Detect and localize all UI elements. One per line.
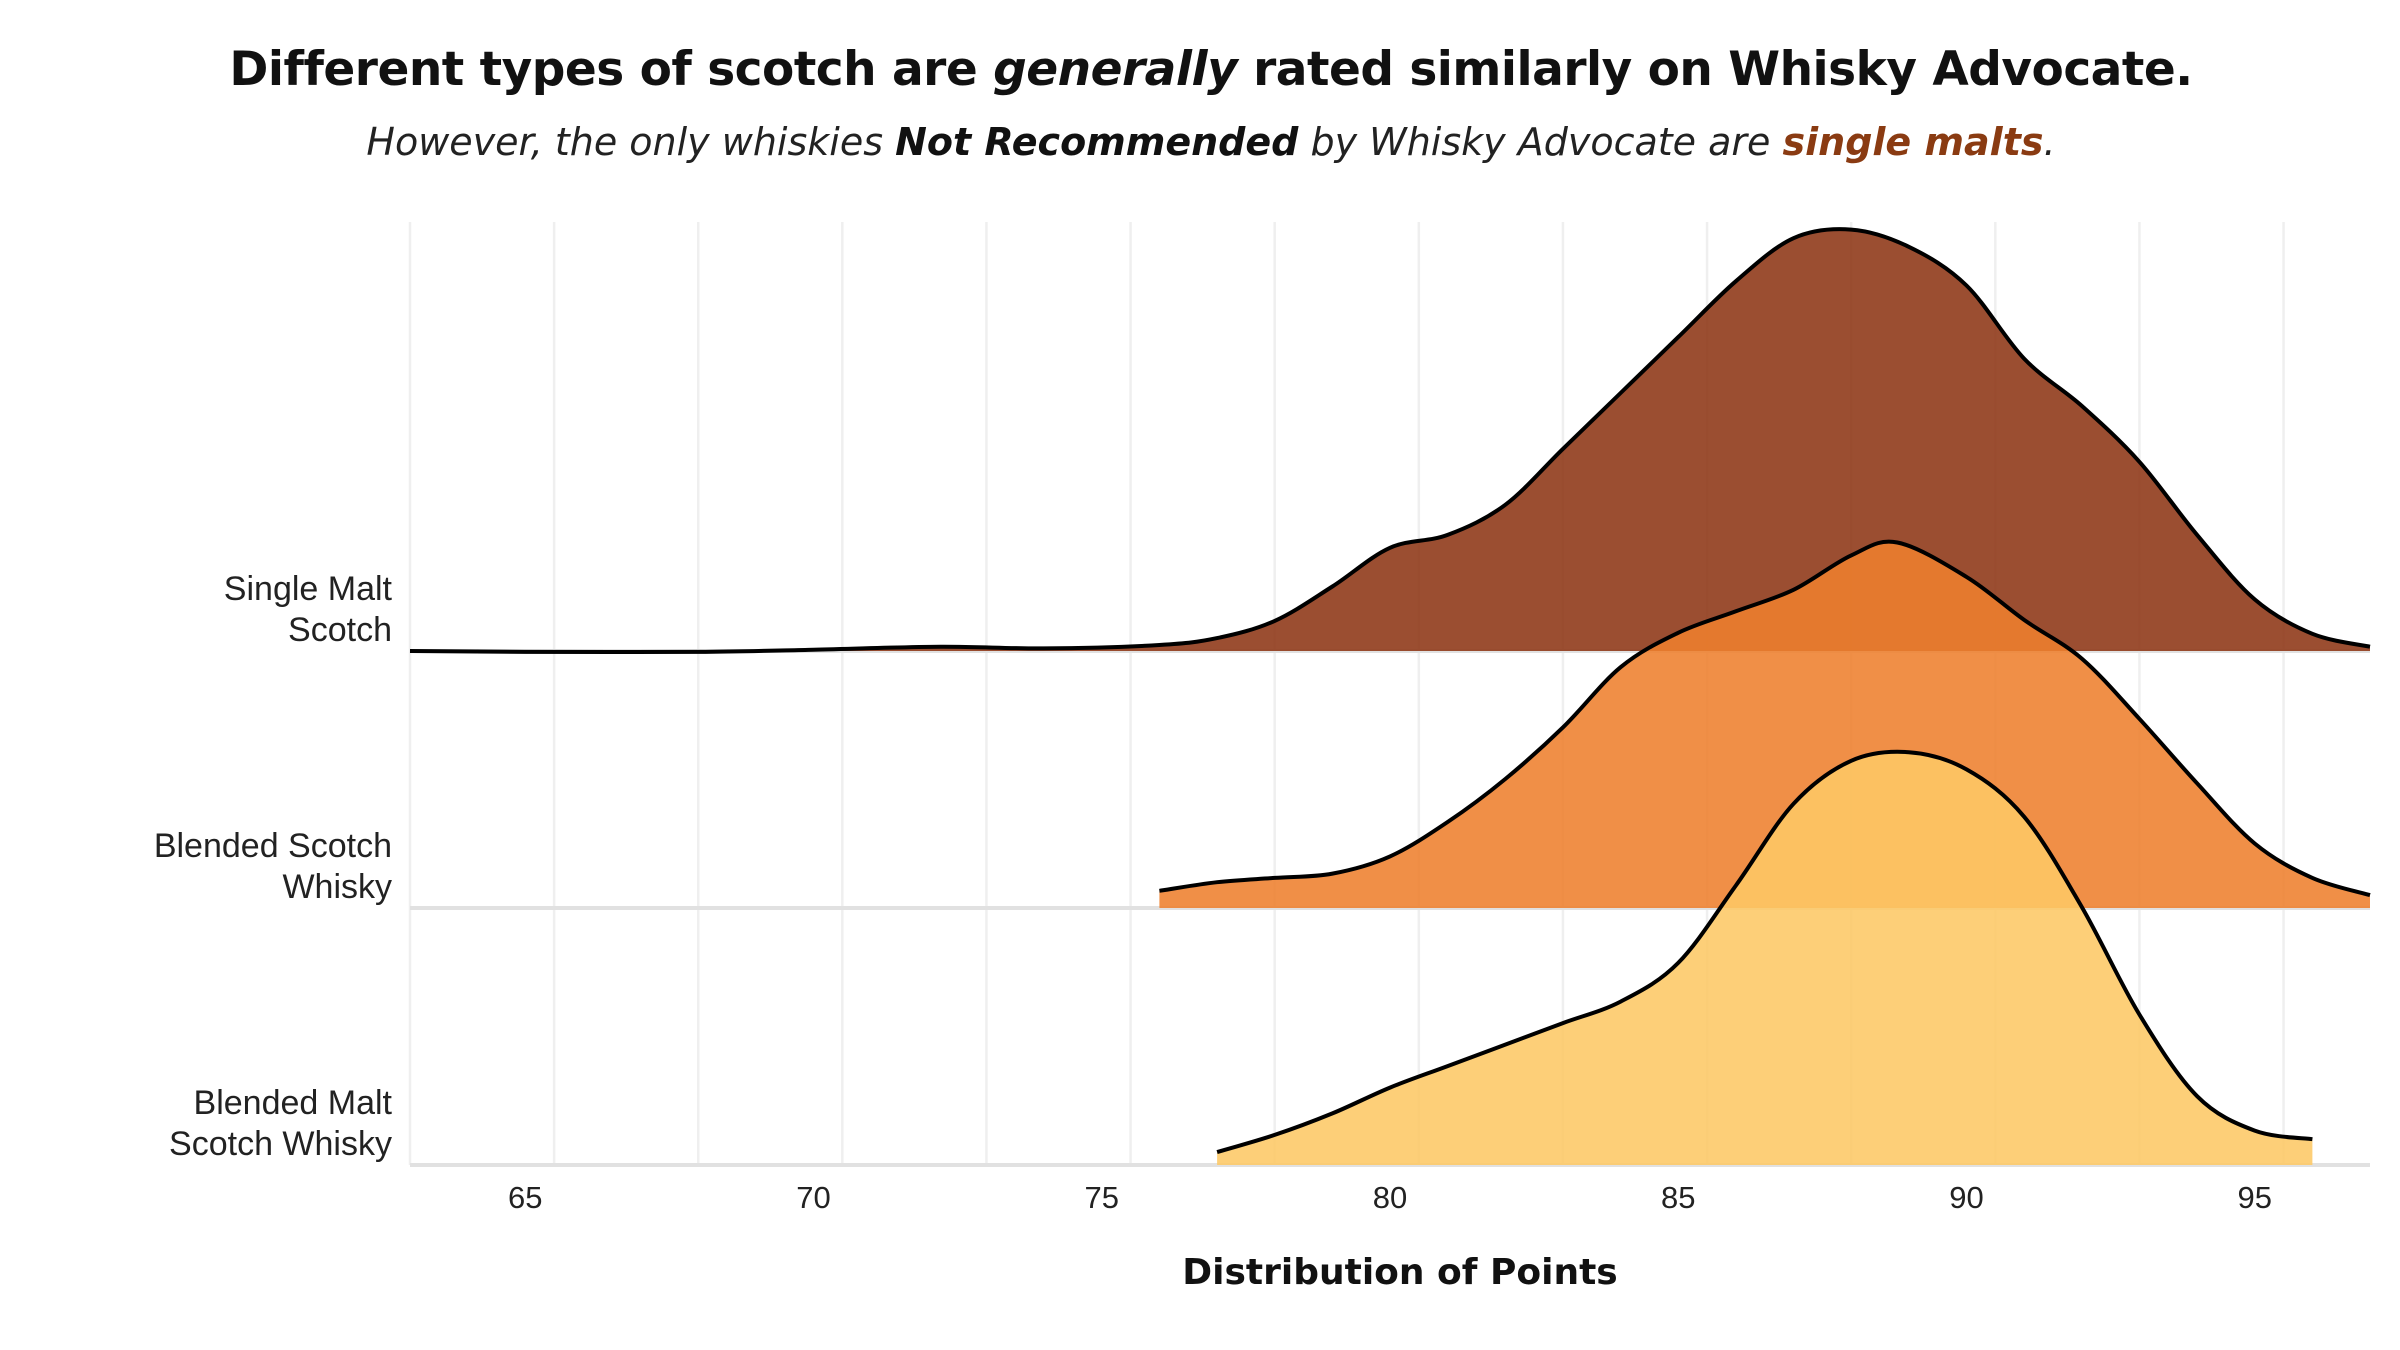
ridge-outline-3 [409,227,2371,655]
category-label-line: Whisky [282,868,392,906]
x-tick-label: 75 [1085,1180,1119,1215]
x-tick-label: 85 [1661,1180,1695,1215]
x-tick-label: 80 [1373,1180,1407,1215]
x-tick-label: 65 [508,1180,542,1215]
chart-title-before: Different types of scotch are [229,42,994,97]
subtitle-part-3: . [2043,120,2056,164]
chart-subtitle: However, the only whiskies Not Recommend… [0,120,2400,164]
chart-title-emphasis: generally [993,42,1238,97]
category-label-line: Scotch Whisky [169,1125,392,1163]
ridge-outline-2 [1159,539,2371,898]
x-tick-label: 95 [2237,1180,2271,1215]
ridge-outline-1 [1216,749,2313,1155]
x-axis-title: Distribution of Points [1182,1252,1618,1293]
category-label-line: Single Malt [223,570,392,608]
chart-title-after: rated similarly on Whisky Advocate. [1237,42,2193,97]
category-label-line: Blended Scotch [153,827,392,865]
subtitle-part-2: by Whisky Advocate are [1298,120,1783,164]
ridge-area-2 [1159,541,2370,908]
subtitle-part-1: However, the only whiskies [366,120,896,164]
category-label-line: Blended Malt [193,1084,392,1122]
chart-title: Different types of scotch are generally … [0,42,2400,97]
x-tick-labels: 65 70 75 80 85 90 95 [508,1180,2272,1215]
ridge-area-1 [1217,751,2313,1165]
ridge-layer [409,227,2371,1165]
subtitle-single-malts: single malts [1782,120,2044,164]
ridge-area-3 [410,229,2370,653]
category-label-1: Blended Malt Scotch Whisky [32,1083,392,1165]
subtitle-not-recommended: Not Recommended [895,120,1299,164]
category-label-2: Blended Scotch Whisky [32,826,392,908]
x-tick-label: 70 [796,1180,830,1215]
category-label-line: Scotch [288,611,392,649]
category-label-3: Single Malt Scotch [32,569,392,651]
x-tick-label: 90 [1949,1180,1983,1215]
